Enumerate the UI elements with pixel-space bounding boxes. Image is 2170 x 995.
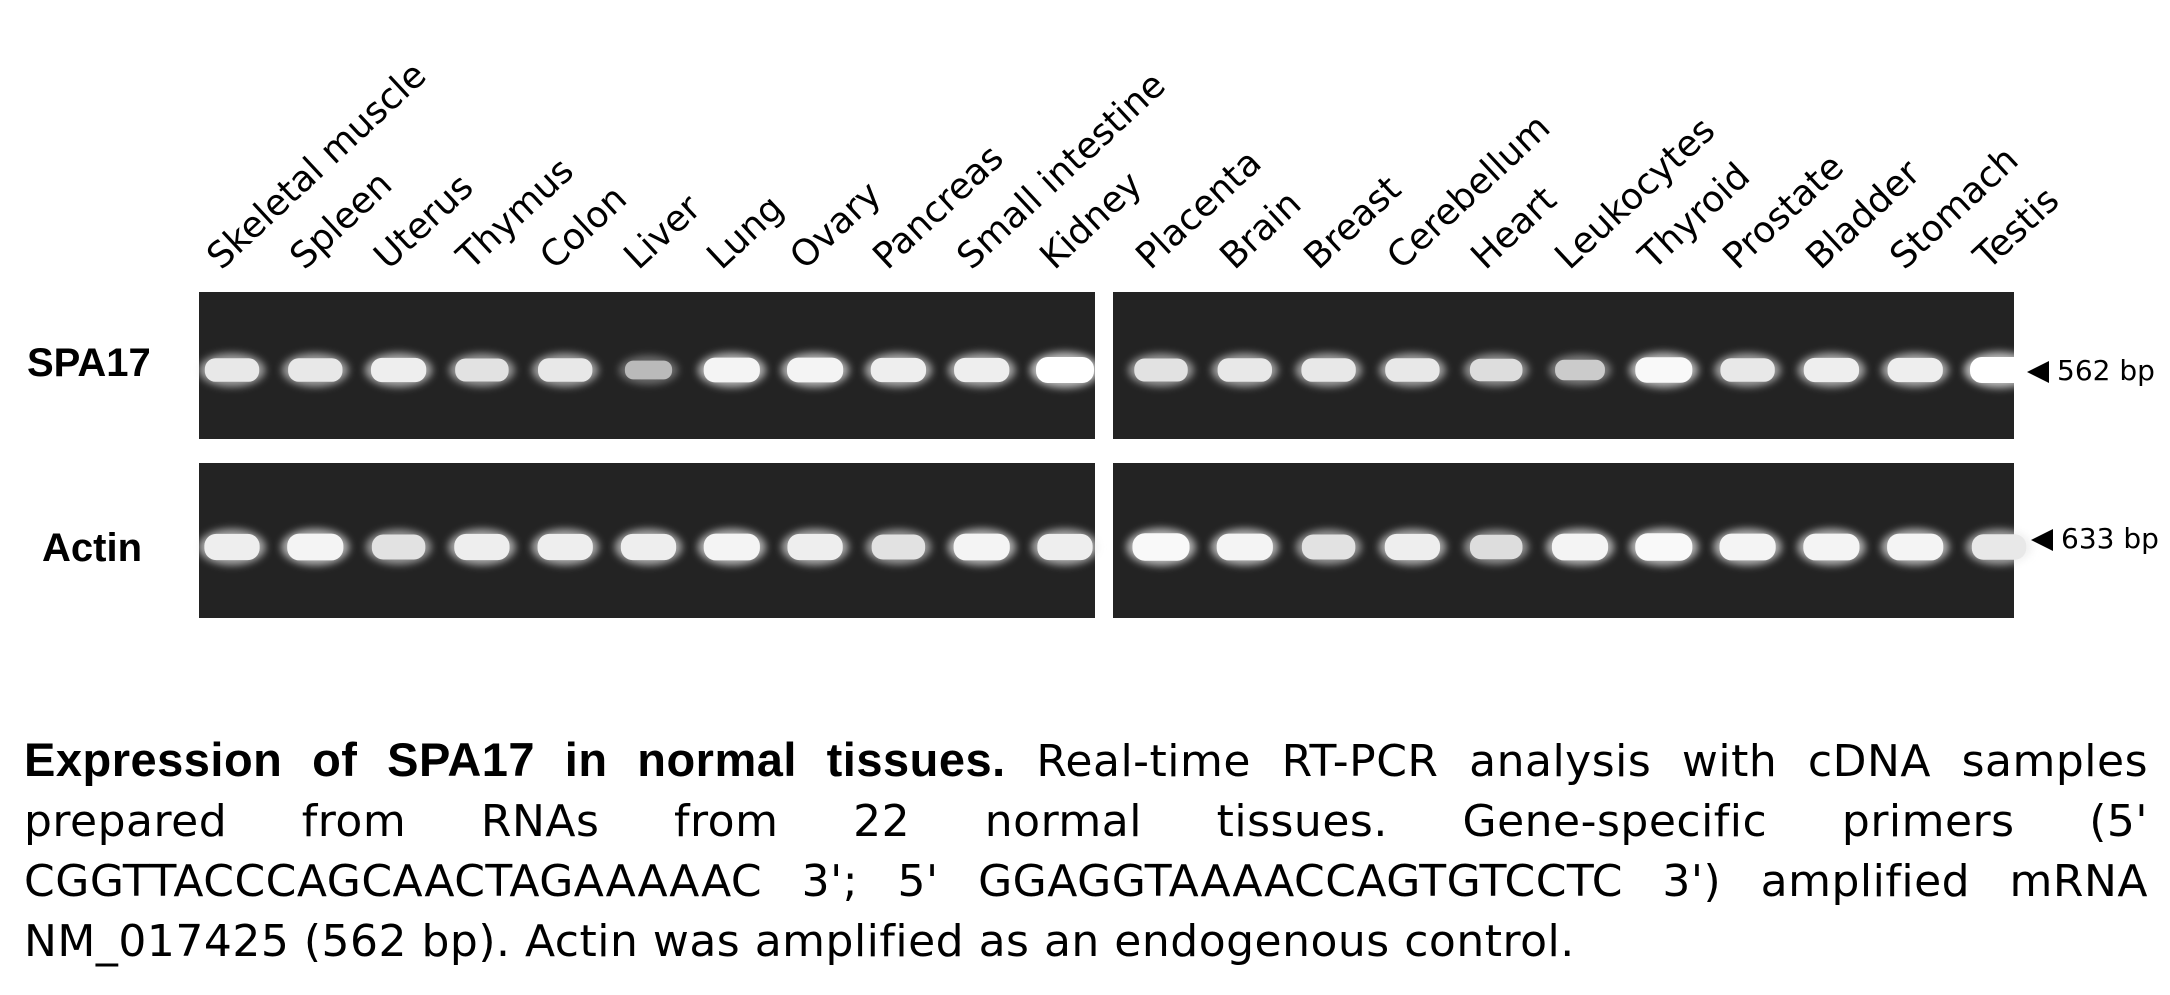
gel-band	[1635, 357, 1693, 383]
gel-band	[1635, 533, 1693, 561]
gel-band	[1134, 358, 1188, 382]
figure-caption: Expression of SPA17 in normal tissues. R…	[24, 730, 2148, 972]
gel-band	[1132, 533, 1190, 561]
gel-band	[455, 358, 509, 382]
size-marker-633: 633 bp	[2031, 525, 2159, 553]
gel-band	[787, 357, 844, 383]
gel-band	[204, 533, 260, 561]
gel-band	[1803, 357, 1860, 383]
gel-band	[624, 360, 673, 380]
gel-band	[703, 533, 760, 561]
gel-band	[1216, 533, 1273, 561]
gel-band	[288, 358, 343, 382]
gel-band	[1301, 358, 1356, 382]
gel-band	[953, 533, 1010, 561]
gel-band	[787, 533, 843, 561]
gel-figure: Skeletal muscle Spleen Uterus Thymus Colon Li…	[27, 55, 2159, 618]
gel-band	[1970, 357, 2028, 383]
gel-band	[538, 358, 593, 382]
caption-text: Real-time RT-PCR analysis with cDNA samp…	[24, 736, 2148, 967]
arrow-left-icon	[2031, 529, 2053, 551]
gel-band	[871, 534, 926, 560]
gel-band	[1551, 533, 1609, 561]
gel-band	[454, 533, 510, 561]
arrow-left-icon	[2027, 361, 2049, 383]
gel-band	[1036, 357, 1094, 383]
size-label-633: 633 bp	[2061, 522, 2159, 555]
gel-band	[1887, 357, 1943, 383]
gel-band	[703, 357, 760, 383]
gel-band	[287, 533, 344, 561]
gel-band	[1301, 534, 1356, 560]
gel-band	[371, 534, 426, 560]
size-label-562: 562 bp	[2057, 354, 2155, 387]
row-label-actin: Actin	[42, 526, 142, 570]
gel-band	[1469, 358, 1523, 382]
gel-band	[1719, 533, 1776, 561]
gel-band	[1469, 534, 1523, 560]
gel-band	[1217, 358, 1272, 382]
gel-band	[954, 357, 1010, 383]
row-label-spa17: SPA17	[27, 341, 151, 385]
gel-band	[870, 357, 927, 383]
gel-band	[1803, 533, 1860, 561]
gel-band	[204, 358, 260, 382]
gel-band	[1720, 358, 1775, 382]
gel-band	[370, 357, 427, 383]
size-marker-562: 562 bp	[2027, 357, 2155, 385]
gel-band	[1384, 533, 1441, 561]
caption-title: Expression of SPA17 in normal tissues.	[24, 733, 1006, 786]
gel-band	[537, 533, 593, 561]
gel-band	[1385, 358, 1440, 382]
gel-band	[1037, 533, 1093, 561]
gel-band	[620, 533, 677, 561]
gel-images	[198, 292, 2034, 618]
gel-band	[1887, 533, 1944, 561]
gel-band	[1971, 534, 2027, 560]
gel-band	[1555, 359, 1605, 381]
